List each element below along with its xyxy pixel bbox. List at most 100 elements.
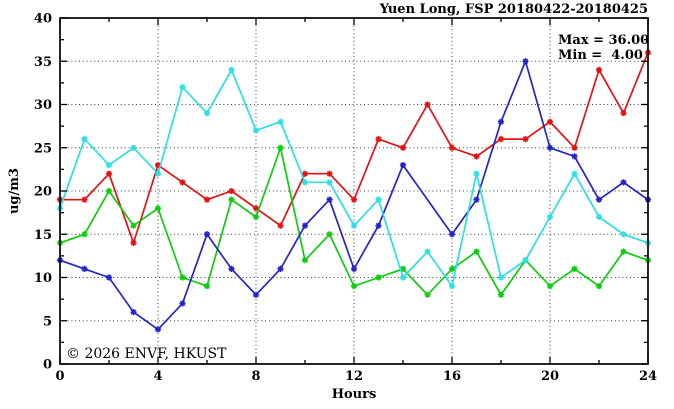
plot-border [59, 17, 649, 365]
series-blue-marker [130, 309, 137, 316]
series-blue-marker [571, 153, 578, 160]
series-blue-marker [375, 222, 382, 229]
series-blue-marker [497, 118, 505, 125]
x-tick-label: 12 [345, 369, 363, 384]
series-cyan-marker [105, 161, 113, 169]
series-cyan-marker [301, 179, 309, 186]
y-tick-label: 35 [34, 55, 52, 70]
series-cyan-marker [203, 110, 211, 117]
x-tick-label: 20 [541, 369, 559, 384]
series-red-marker [497, 136, 505, 143]
x-tick-label: 0 [55, 369, 64, 384]
y-tick-label: 15 [34, 228, 52, 243]
series-cyan-marker [473, 170, 480, 177]
series-blue-marker [228, 265, 235, 272]
series-blue-marker [154, 326, 162, 333]
series-green-marker [277, 144, 284, 151]
series-green-marker [595, 283, 603, 290]
series-green-marker [350, 283, 358, 290]
series-green-marker [620, 248, 627, 255]
series-red-marker [203, 196, 211, 203]
series-blue-marker [399, 161, 407, 169]
series-blue-marker [620, 179, 627, 186]
series-cyan-marker [448, 283, 456, 290]
axis-tick-labels: 0 5 10 15 20 25 30 35 40 0 4 8 12 16 20 24 [34, 12, 657, 385]
series-green-marker [448, 265, 456, 272]
series-cyan-marker [522, 257, 529, 264]
series-green-marker [179, 274, 186, 281]
y-tick-label: 5 [43, 314, 52, 329]
y-tick-label: 40 [34, 12, 52, 27]
series-cyan-marker [399, 274, 407, 281]
x-tick-label: 24 [639, 369, 657, 384]
series-blue-marker [179, 300, 186, 307]
y-tick-label: 20 [34, 185, 52, 200]
series-red-line [56, 49, 652, 246]
series-blue-marker [522, 58, 529, 65]
series-red-marker [522, 136, 529, 143]
series-red-marker [595, 66, 603, 73]
series-green-marker [375, 274, 382, 281]
series-blue-marker [81, 265, 88, 272]
series-green-marker [228, 196, 235, 203]
series-cyan-marker [595, 213, 603, 221]
series-green-marker [571, 265, 578, 272]
y-tick-label: 25 [34, 141, 52, 156]
series-cyan-marker [130, 144, 137, 151]
y-tick-label: 30 [34, 98, 52, 113]
series-red-marker [448, 144, 456, 151]
series-red-marker [326, 170, 333, 177]
series-blue-marker [546, 144, 554, 151]
min-annotation: Min = 4.00 [558, 48, 643, 63]
x-axis-title: Hours [332, 387, 377, 402]
series-green-marker [497, 291, 505, 298]
watermark: © 2026 ENVF, HKUST [66, 346, 227, 362]
series-blue-marker [277, 265, 284, 272]
series-blue-marker [203, 231, 211, 238]
series-green-marker [473, 248, 480, 255]
series-blue-marker [301, 222, 309, 229]
series-blue-marker [326, 196, 333, 203]
chart-title: Yuen Long, FSP 20180422-20180425 [379, 2, 648, 17]
series-blue-marker [595, 196, 603, 203]
series-red-marker [154, 161, 162, 169]
series-cyan-marker [252, 127, 260, 134]
series-cyan-marker [154, 170, 162, 177]
series-red-marker [375, 136, 382, 143]
series-lines [56, 49, 652, 333]
series-cyan-marker [497, 274, 505, 281]
series-blue-marker [350, 265, 358, 272]
series-green-marker [546, 283, 554, 290]
series-cyan-marker [424, 248, 431, 255]
series-red-marker [399, 144, 407, 151]
series-blue-marker [252, 291, 260, 298]
series-red-marker [350, 196, 358, 203]
series-red-marker [252, 205, 260, 212]
series-cyan-marker [375, 196, 382, 203]
series-cyan-marker [546, 213, 554, 221]
series-red-marker [277, 222, 284, 229]
series-cyan-marker [571, 170, 578, 177]
series-cyan-marker [228, 66, 235, 73]
series-blue-marker [473, 196, 480, 203]
series-red-marker [424, 101, 431, 108]
series-green-line [56, 144, 652, 298]
series-red-marker [105, 170, 113, 177]
y-axis-title: ug/m3 [7, 168, 22, 214]
series-blue-marker [105, 274, 113, 281]
series-green-marker [399, 265, 407, 272]
x-tick-label: 8 [251, 369, 260, 384]
series-green-marker [301, 257, 309, 264]
series-red-marker [546, 118, 554, 125]
series-cyan-marker [81, 136, 88, 143]
series-cyan-marker [350, 222, 358, 229]
series-red-marker [473, 153, 480, 160]
x-tick-label: 4 [153, 369, 162, 384]
series-cyan-marker [326, 179, 333, 186]
max-annotation: Max = 36.00 [558, 33, 649, 48]
series-green-marker [252, 213, 260, 221]
series-green-marker [81, 231, 88, 238]
series-red-marker [81, 196, 88, 203]
series-cyan-line [56, 66, 652, 290]
